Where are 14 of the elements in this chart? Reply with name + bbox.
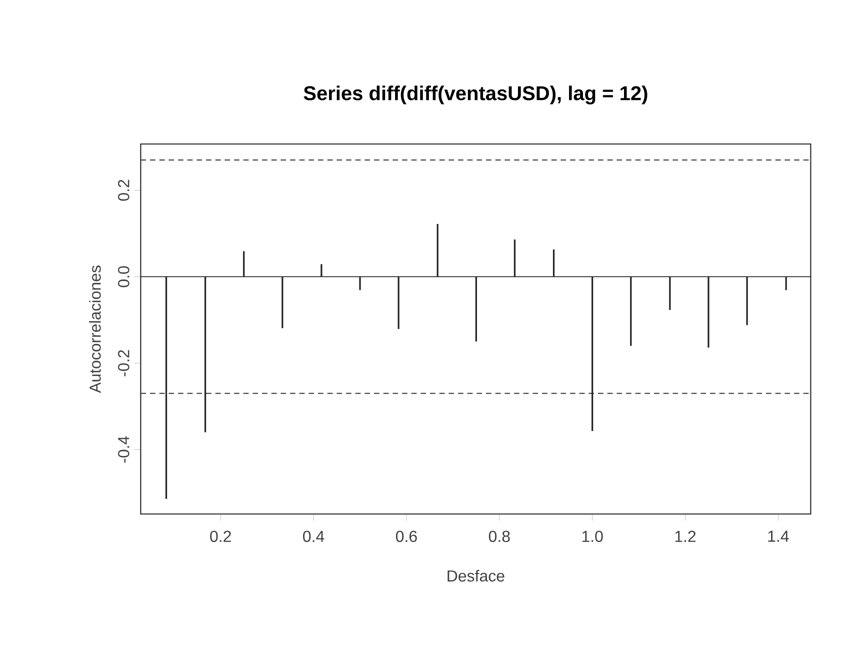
x-tick-label: 0.2 [210,530,231,542]
x-axis-title: Desface [448,570,504,582]
x-tick-label: 0.8 [488,530,510,542]
y-tick-label: -0.2 [118,350,130,376]
y-tick-label: -0.4 [118,436,130,463]
x-tick-label: 0.4 [303,530,324,542]
y-tick-label: 0.0 [118,266,130,288]
y-axis-title: Autocorrelaciones [89,266,101,394]
x-tick-label: 0.6 [396,530,417,542]
x-tick-label: 1.2 [675,530,696,542]
y-tick-label: 0.2 [118,180,130,201]
chart-title: Series diff(diff(ventasUSD), lag = 12) [304,86,648,104]
x-tick-label: 1.4 [768,530,789,542]
x-tick-label: 1.0 [582,530,603,542]
